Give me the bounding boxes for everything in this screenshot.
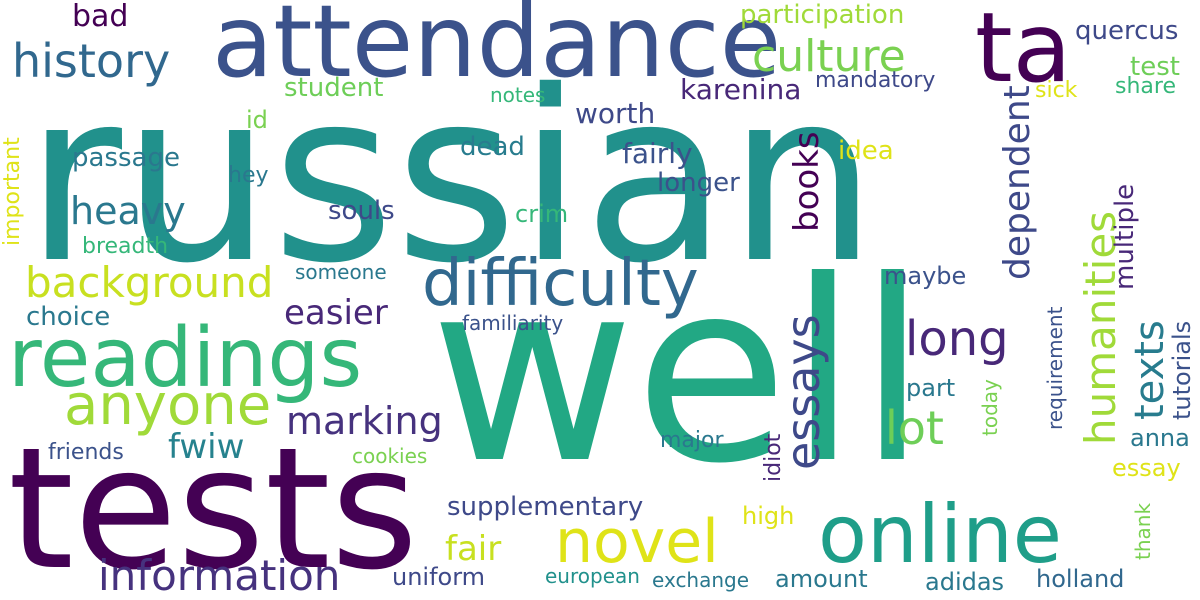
word-marking: marking xyxy=(286,399,443,443)
word-student: student xyxy=(284,73,384,103)
word-fwiw: fwiw xyxy=(168,427,245,467)
word-high: high xyxy=(742,502,795,530)
word-holland: holland xyxy=(1036,565,1125,593)
word-attendance: attendance xyxy=(212,0,782,100)
word-bad: bad xyxy=(72,0,129,34)
word-multiple: multiple xyxy=(1110,183,1140,290)
word-information: information xyxy=(98,551,341,600)
word-today: today xyxy=(978,379,1002,436)
word-heavy: heavy xyxy=(70,189,186,233)
word-cookies: cookies xyxy=(352,444,428,468)
word-share: share xyxy=(1115,74,1176,99)
word-supplementary: supplementary xyxy=(447,492,644,522)
word-amount: amount xyxy=(775,565,868,593)
word-history: history xyxy=(12,34,171,88)
word-id: id xyxy=(246,106,268,134)
word-books: books xyxy=(787,131,827,232)
word-easier: easier xyxy=(284,293,388,333)
word-texts: texts xyxy=(1127,320,1173,420)
word-uniform: uniform xyxy=(392,563,486,591)
word-quercus: quercus xyxy=(1075,16,1179,46)
word-crim: crim xyxy=(515,200,569,228)
word-dead: dead xyxy=(460,132,525,162)
word-mandatory: mandatory xyxy=(815,68,936,93)
word-ta: ta xyxy=(975,0,1072,104)
word-requirement: requirement xyxy=(1043,306,1067,430)
word-longer: longer xyxy=(657,168,740,198)
word-essays: essays xyxy=(776,314,830,470)
word-lot: lot xyxy=(885,401,944,455)
word-tests: tests xyxy=(8,411,419,600)
word-background: background xyxy=(25,258,274,307)
word-notes: notes xyxy=(490,83,546,107)
word-anyone: anyone xyxy=(64,373,272,438)
word-novel: novel xyxy=(555,507,719,577)
word-major: major xyxy=(660,428,724,453)
word-sick: sick xyxy=(1035,78,1078,103)
word-long: long xyxy=(905,311,1009,367)
word-russian: russian xyxy=(25,40,878,315)
word-idea: idea xyxy=(838,136,894,166)
word-online: online xyxy=(818,488,1063,581)
word-someone: someone xyxy=(295,260,387,284)
word-friends: friends xyxy=(48,440,124,465)
word-essay: essay xyxy=(1112,454,1181,482)
word-culture: culture xyxy=(752,31,906,82)
word-readings: readings xyxy=(8,311,363,406)
word-thank: thank xyxy=(1131,502,1155,560)
word-fairly: fairly xyxy=(622,137,693,170)
word-karenina: karenina xyxy=(680,73,802,106)
word-well: well xyxy=(430,227,928,518)
word-fair: fair xyxy=(445,529,502,569)
word-anna: anna xyxy=(1130,424,1190,452)
word-important: important xyxy=(0,137,25,246)
word-adidas: adidas xyxy=(925,568,1005,596)
word-difficulty: difficulty xyxy=(422,247,699,321)
word-hey: hey xyxy=(228,163,269,188)
word-choice: choice xyxy=(26,302,111,332)
word-tutorials: tutorials xyxy=(1168,320,1196,420)
word-participation: participation xyxy=(740,0,905,30)
word-part: part xyxy=(906,374,956,402)
word-maybe: maybe xyxy=(884,262,967,290)
word-european: european xyxy=(545,564,640,588)
word-worth: worth xyxy=(575,97,656,130)
word-souls: souls xyxy=(328,196,395,226)
word-breadth: breadth xyxy=(82,234,169,259)
word-exchange: exchange xyxy=(652,568,750,592)
word-familiarity: familiarity xyxy=(462,311,564,335)
word-dependent: dependent xyxy=(997,85,1038,280)
word-passage: passage xyxy=(72,143,180,173)
word-test: test xyxy=(1130,52,1180,82)
word-idiot: idiot xyxy=(761,433,786,482)
